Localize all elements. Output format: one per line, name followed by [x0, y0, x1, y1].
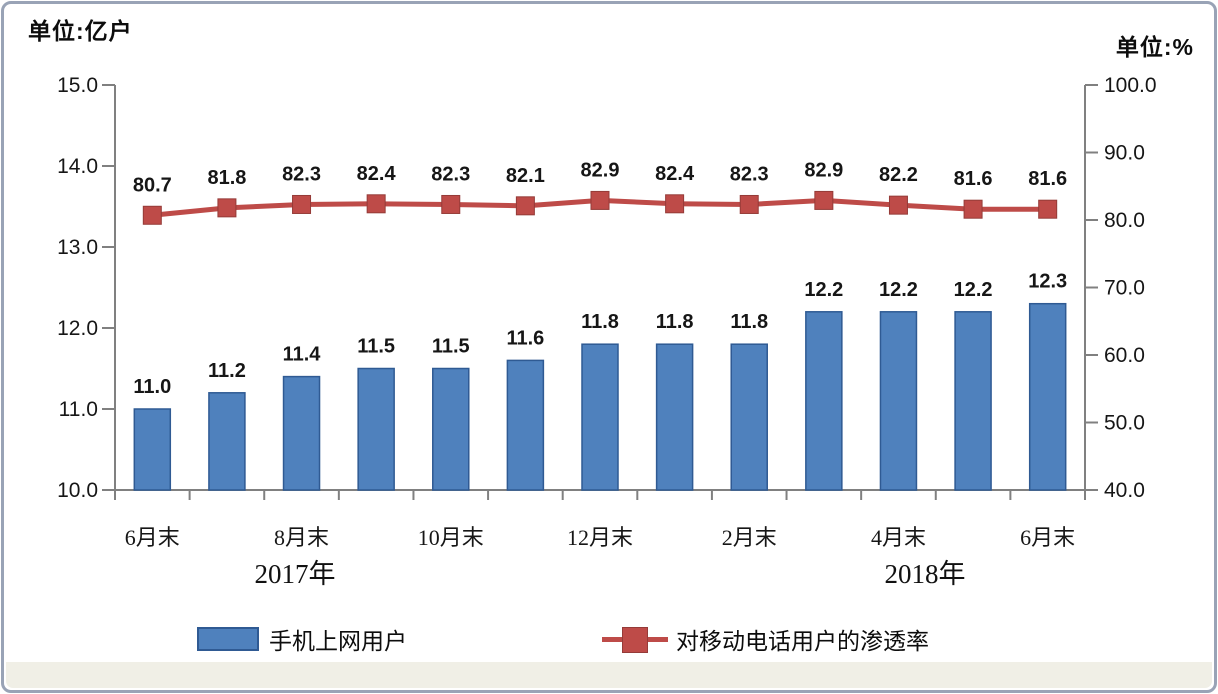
- legend: 手机上网用户 对移动电话用户的渗透率: [0, 618, 1218, 664]
- line-marker: [217, 198, 237, 218]
- bar: [954, 311, 992, 491]
- line-value-label: 82.9: [804, 159, 843, 181]
- bar-value-label: 12.2: [879, 279, 918, 301]
- legend-item-line-series: 对移动电话用户的渗透率: [602, 622, 929, 656]
- bar-value-label: 11.5: [357, 336, 395, 358]
- left-axis-tick-label: 15.0: [57, 74, 98, 97]
- bar-value-label: 11.2: [208, 360, 246, 382]
- right-axis-tick-label: 50.0: [1104, 412, 1145, 435]
- line-marker: [814, 190, 834, 210]
- bar-value-label: 11.8: [656, 311, 694, 333]
- bar-value-label: 11.8: [730, 311, 768, 333]
- line-marker: [888, 195, 908, 215]
- line-value-label: 81.6: [954, 168, 993, 190]
- bottom-strip: [6, 662, 1212, 688]
- line-series-swatch-icon: [602, 626, 668, 653]
- bar: [506, 359, 545, 491]
- x-axis-category-label: 6月末: [125, 525, 180, 550]
- bar-value-label: 11.0: [133, 376, 171, 398]
- line-value-label: 81.8: [207, 167, 246, 189]
- bar-value-label: 11.6: [506, 327, 544, 349]
- right-axis-tick-label: 60.0: [1104, 344, 1145, 367]
- bar-value-label: 11.8: [581, 311, 619, 333]
- line-marker: [665, 194, 685, 214]
- bar: [879, 311, 918, 491]
- left-axis-tick-label: 10.0: [57, 479, 98, 502]
- right-axis-unit-label: 单位:%: [1115, 34, 1194, 60]
- right-axis-tick-label: 40.0: [1104, 479, 1145, 502]
- x-axis-category-label: 4月末: [871, 525, 926, 550]
- line-value-label: 81.6: [1028, 168, 1067, 190]
- right-axis-tick-label: 80.0: [1104, 209, 1145, 232]
- line-marker: [292, 194, 312, 214]
- bar: [432, 367, 470, 491]
- bar: [730, 343, 768, 491]
- bar: [133, 408, 172, 491]
- x-axis-category-label: 10月末: [418, 525, 484, 550]
- x-axis-year-label-2017: 2017年: [254, 559, 336, 589]
- x-axis-category-label: 8月末: [274, 525, 329, 550]
- right-axis-tick-label: 70.0: [1104, 277, 1145, 300]
- line-value-label: 82.3: [282, 163, 321, 185]
- x-axis-category-label: 12月末: [567, 525, 633, 550]
- bar-value-label: 12.3: [1028, 271, 1067, 293]
- line-marker: [590, 190, 610, 210]
- left-axis-unit-label: 单位:亿户: [28, 18, 133, 44]
- line-marker: [515, 196, 535, 216]
- bar: [655, 343, 694, 491]
- line-value-label: 82.3: [730, 163, 769, 185]
- bar-value-label: 12.2: [954, 279, 993, 301]
- bar: [581, 343, 619, 491]
- bar: [805, 311, 843, 491]
- bar: [282, 375, 321, 491]
- line-marker: [366, 194, 386, 214]
- bar-value-label: 11.4: [283, 344, 322, 366]
- right-axis-tick-label: 90.0: [1104, 142, 1145, 165]
- line-marker: [1038, 199, 1058, 219]
- legend-item-bar-series: 手机上网用户: [197, 622, 407, 656]
- x-axis-year-label-2018: 2018年: [884, 559, 966, 589]
- bar: [357, 367, 395, 491]
- line-marker: [963, 199, 983, 219]
- bar: [208, 392, 246, 491]
- left-axis-tick-label: 14.0: [57, 155, 98, 178]
- x-axis-category-label: 2月末: [722, 525, 777, 550]
- line-series-legend-label: 对移动电话用户的渗透率: [676, 628, 929, 654]
- line-value-label: 80.7: [133, 174, 172, 196]
- x-axis-category-label: 6月末: [1020, 525, 1075, 550]
- line-value-label: 82.2: [879, 164, 918, 186]
- bar-value-label: 11.5: [432, 336, 470, 358]
- line-marker: [739, 194, 759, 214]
- left-axis-tick-label: 13.0: [57, 236, 98, 259]
- bar-value-label: 12.2: [804, 279, 843, 301]
- line-value-label: 82.3: [431, 163, 470, 185]
- right-axis-tick-label: 100.0: [1104, 74, 1157, 97]
- line-marker: [441, 194, 461, 214]
- bar-series-swatch-icon: [197, 627, 259, 651]
- left-axis-tick-label: 12.0: [57, 317, 98, 340]
- bar-series-legend-label: 手机上网用户: [269, 628, 407, 654]
- line-value-label: 82.1: [506, 165, 545, 187]
- line-value-label: 82.4: [655, 163, 695, 185]
- left-axis-tick-label: 11.0: [59, 398, 98, 421]
- line-value-label: 82.9: [581, 159, 620, 181]
- line-marker: [142, 205, 162, 225]
- bar: [1028, 302, 1067, 491]
- line-value-label: 82.4: [357, 163, 397, 185]
